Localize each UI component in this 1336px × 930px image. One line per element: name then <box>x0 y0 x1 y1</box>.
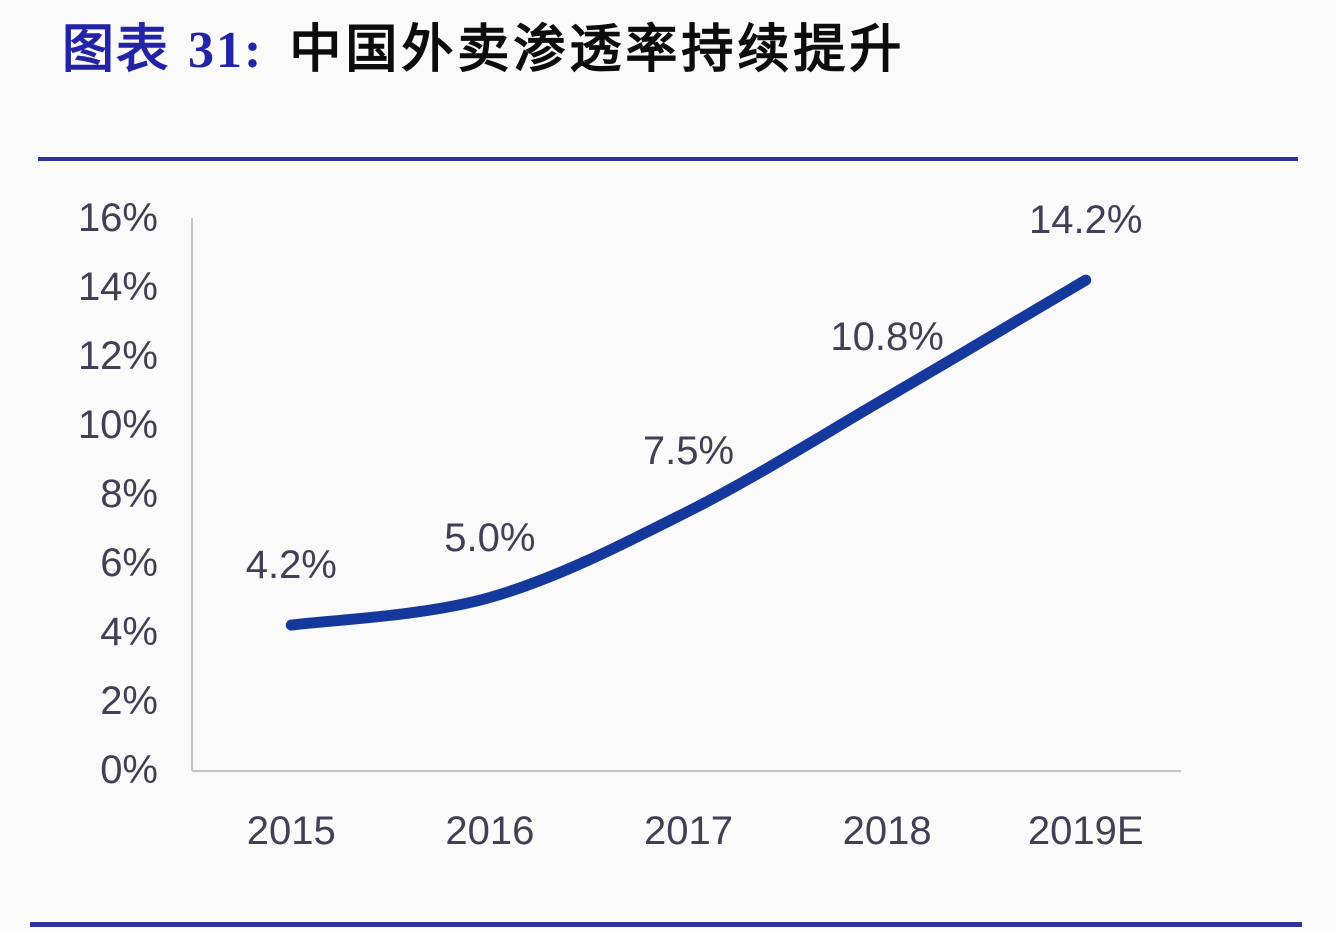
x-axis-category-label: 2019E <box>1027 809 1144 853</box>
penetration-rate-series-line <box>285 274 1092 631</box>
x-axis-category-label: 2016 <box>445 809 535 853</box>
y-axis-tick-label: 4% <box>100 610 158 654</box>
data-point-label: 7.5% <box>642 429 735 474</box>
top-divider <box>38 157 1298 161</box>
data-point-label: 14.2% <box>1028 198 1143 243</box>
data-point-label: 4.2% <box>245 543 337 588</box>
y-axis-tick-label: 0% <box>100 748 158 792</box>
figure-number: 31: <box>188 22 264 79</box>
y-axis-tick-label: 16% <box>77 196 158 240</box>
x-axis-category-label: 2017 <box>644 809 733 853</box>
y-axis-tick-label: 10% <box>77 403 158 447</box>
bottom-divider <box>30 922 1302 927</box>
y-axis-tick-label: 14% <box>77 265 158 309</box>
data-point-label: 5.0% <box>444 515 536 560</box>
x-axis-category-label: 2018 <box>842 809 932 853</box>
data-point-label: 10.8% <box>830 315 944 360</box>
y-axis-tick-label: 12% <box>77 334 158 378</box>
figure-label: 图表 <box>62 22 171 79</box>
x-axis-category-label: 2015 <box>246 809 336 853</box>
y-axis-tick-label: 8% <box>100 472 158 516</box>
figure-title: 图表 31: 中国外卖渗透率持续提升 <box>62 20 905 82</box>
y-axis-tick-label: 6% <box>100 541 158 585</box>
y-axis-tick-label: 2% <box>100 679 158 723</box>
figure-title-text: 中国外卖渗透率持续提升 <box>289 22 906 79</box>
